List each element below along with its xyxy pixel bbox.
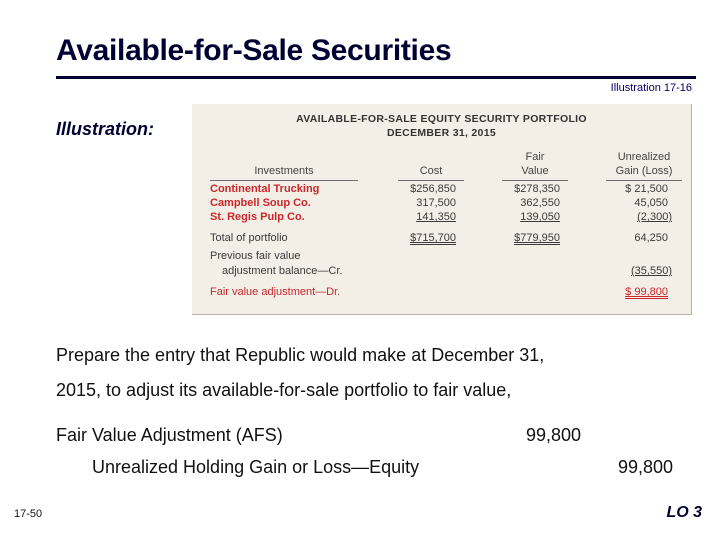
portfolio-heading: AVAILABLE-FOR-SALE EQUITY SECURITY PORTF… [296,113,587,125]
body-line-2: 2015, to adjust its available-for-sale p… [56,380,512,400]
total-fair: $779,950 [514,232,560,244]
page-number: 17-50 [14,508,43,520]
row-fair: 139,050 [520,211,560,223]
col-rule-investments [210,180,358,181]
col-header-gain-1: Unrealized [617,151,671,163]
slide-title: Available-for-Sale Securities [56,34,452,67]
row-gain: $ 21,500 [625,183,668,195]
row-fair: 362,550 [520,197,560,209]
previous-label-2: adjustment balance—Cr. [222,265,343,277]
illustration-label: Illustration: [56,119,154,139]
row-gain: (2,300) [637,211,672,223]
title-rule [56,76,696,79]
row-name: Continental Trucking [210,183,320,195]
col-header-investments: Investments [254,165,314,177]
total-label: Total of portfolio [210,232,288,244]
illustration-reference: Illustration 17-16 [610,82,692,94]
body-line-1: Prepare the entry that Republic would ma… [56,345,545,365]
row-name: Campbell Soup Co. [210,197,311,209]
row-gain: 45,050 [634,197,668,209]
col-rule-cost [398,180,464,181]
row-cost: 141,350 [416,211,456,223]
portfolio-date: DECEMBER 31, 2015 [387,127,496,139]
portfolio-panel: AVAILABLE-FOR-SALE EQUITY SECURITY PORTF… [192,104,692,315]
journal-debit-account: Fair Value Adjustment (AFS) [56,425,283,445]
col-rule-fair [502,180,568,181]
journal-credit-amount: 99,800 [618,457,674,477]
journal-debit-amount: 99,800 [526,425,582,445]
row-fair: $278,350 [514,183,560,195]
previous-label-1: Previous fair value [210,250,301,262]
row-cost: $256,850 [410,183,456,195]
col-header-fair-2: Value [521,165,549,177]
adjustment-label: Fair value adjustment—Dr. [210,286,341,298]
adjustment-gain: $ 99,800 [625,286,668,298]
col-rule-gain [606,180,682,181]
total-cost: $715,700 [410,232,456,244]
learning-objective: LO 3 [666,504,702,521]
total-gain: 64,250 [634,232,668,244]
journal-credit-account: Unrealized Holding Gain or Loss—Equity [92,457,420,477]
col-header-gain-2: Gain (Loss) [615,165,673,177]
col-header-cost: Cost [419,165,443,177]
row-cost: 317,500 [416,197,456,209]
col-header-fair-1: Fair [525,151,545,163]
previous-gain: (35,550) [631,265,672,277]
row-name: St. Regis Pulp Co. [210,211,305,223]
